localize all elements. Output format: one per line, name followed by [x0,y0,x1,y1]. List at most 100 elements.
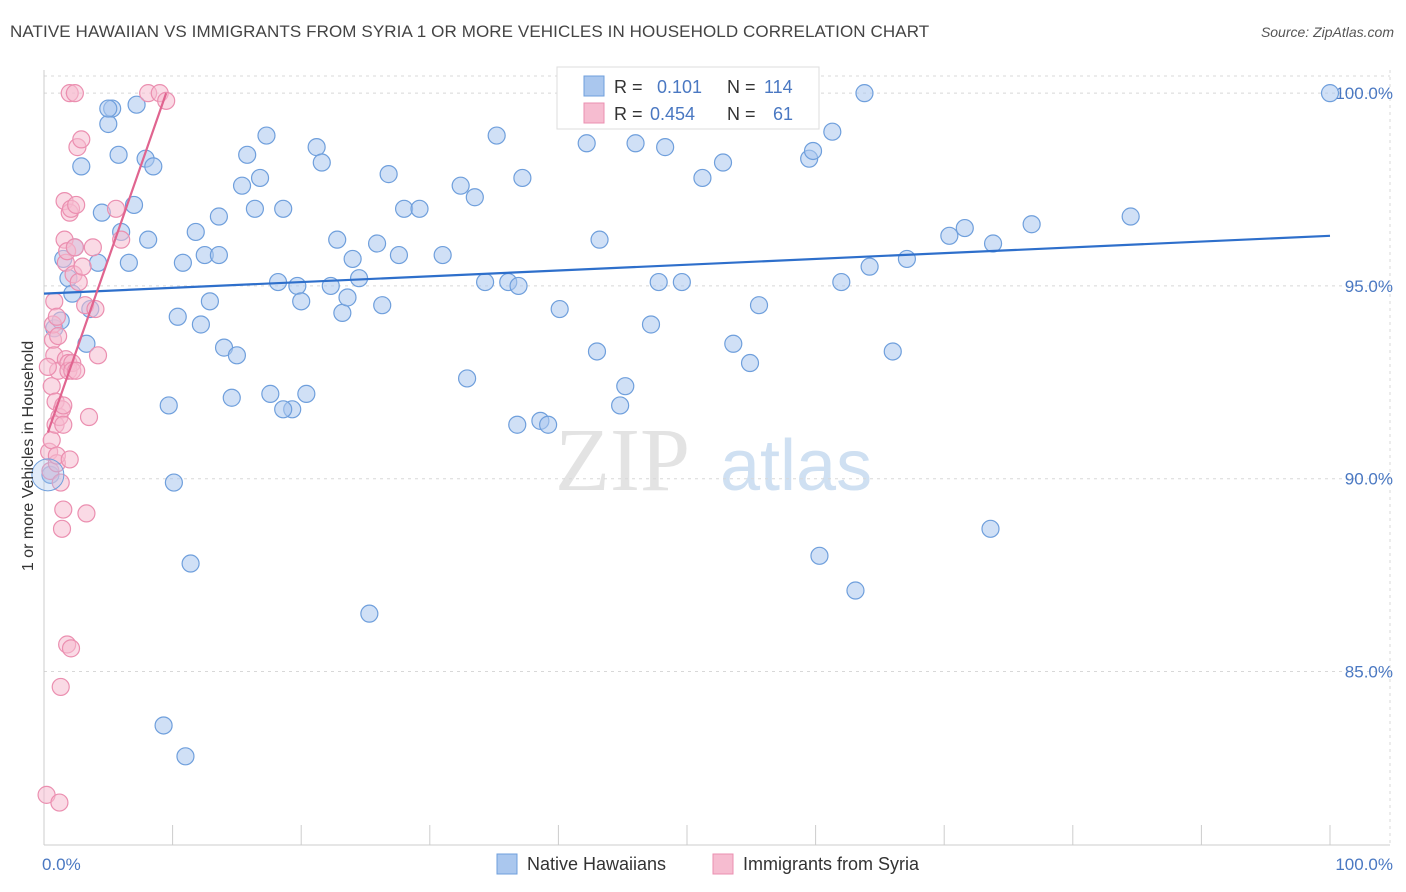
native-hawaiian-point [307,138,326,157]
syria-point [65,238,84,257]
native-hawaiian-trendline [43,234,1331,295]
native-hawaiian-point [823,122,842,141]
trend-lines [43,92,1331,433]
native-hawaiian-point [626,134,645,153]
syria-point [60,450,79,469]
native-hawaiian-point [360,604,379,623]
native-hawaiian-point [154,716,173,735]
watermark-atlas: atlas [720,426,872,506]
legend-r-label-1: R = [614,77,643,97]
syria-trendline [46,92,168,433]
native-hawaiian-point [509,276,528,296]
native-hawaiian-point [590,230,609,249]
syria-point [72,130,91,149]
legend-n-value-1: 114 [764,77,793,97]
syria-point [106,199,126,218]
syria-point [67,195,86,215]
native-hawaiian-point [587,342,607,361]
native-hawaiian-point [250,168,270,188]
native-hawaiian-point [338,288,357,307]
native-hawaiian-point [373,296,392,315]
native-hawaiian-point [539,415,558,434]
native-hawaiian-point [672,272,691,292]
native-hawaiian-point [955,218,974,238]
native-hawaiian-point [846,581,865,600]
native-hawaiian-point [883,342,902,361]
gridlines [44,70,1391,845]
syria-point [79,407,99,427]
chart-title: NATIVE HAWAIIAN VS IMMIGRANTS FROM SYRIA… [10,22,930,41]
native-hawaiian-point [312,153,331,172]
syria-point [88,346,108,365]
native-hawaiian-point [508,415,527,434]
native-hawaiian-point [1022,215,1041,234]
native-hawaiian-point [550,299,569,319]
native-hawaiian-point [168,307,187,326]
native-hawaiian-point [209,207,228,226]
native-hawaiian-point [389,245,409,265]
native-hawaiian-point [810,546,829,565]
native-hawaiian-point [227,346,246,365]
native-hawaiian-point [832,272,851,292]
native-hawaiian-point [940,226,959,245]
native-hawaiian-point [127,95,146,114]
native-hawaiian-point [487,126,506,145]
legend-n-value-2: 61 [773,104,793,124]
x-tick-label-min: 0.0% [42,855,81,874]
native-hawaiian-point [410,199,429,218]
native-hawaiian-point [200,292,219,311]
native-hawaiian-point [713,153,733,172]
native-hawaiian-point [855,84,874,103]
native-hawaiian-point [181,554,200,573]
native-hawaiian-point [72,157,91,176]
native-hawaiian-point [164,473,183,492]
native-hawaiian-point [261,384,280,403]
syria-point [52,519,72,538]
native-hawaiian-point [611,396,630,415]
legend-swatch-blue [583,75,605,97]
native-hawaiian-point [641,315,661,334]
native-hawaiian-point [274,199,293,218]
native-hawaiian-point [257,126,276,145]
native-hawaiian-point [433,245,452,265]
syria-point [54,415,73,434]
legend-r-value-2: 0.454 [650,104,695,124]
native-hawaiian-point [656,138,675,157]
syria-point [61,639,81,658]
native-hawaiian-point [749,296,769,315]
native-hawaiian-point [274,400,293,419]
native-hawaiian-point [394,199,414,218]
native-hawaiian-point [465,188,484,207]
syria-point [73,257,92,276]
native-hawaiian-point [328,230,347,249]
native-hawaiian-point [693,168,712,188]
syria-point [45,292,64,311]
axes: 85.0% 90.0% 95.0% 100.0% [43,70,1393,846]
x-tick-label-max: 100.0% [1335,855,1393,874]
native-hawaiian-point [139,230,158,249]
native-hawaiian-point [577,134,596,153]
bottom-legend-swatch-pink [712,853,734,875]
native-hawaiian-point [159,396,178,415]
native-hawaiian-point [379,165,398,184]
y-tick-label: 85.0% [1345,662,1393,681]
native-hawaiian-point [333,303,352,323]
y-axis-label: 1 or more Vehicles in Household [20,341,37,571]
legend-r-value-1: 0.101 [657,77,702,97]
syria-point [49,326,68,346]
bottom-legend-swatch-blue [496,853,518,875]
syria-point [51,473,70,492]
native-hawaiian-point [99,99,118,118]
legend-n-label-1: N = [727,77,756,97]
syria-point [65,84,84,103]
y-tick-label: 90.0% [1345,470,1393,489]
syria-point [86,299,105,319]
native-hawaiian-point [176,747,195,766]
native-hawaiian-point [860,257,879,276]
legend-n-label-2: N = [727,104,756,124]
native-hawaiian-point [897,249,917,269]
legend-r-label-2: R = [614,104,643,124]
native-hawaiian-point [173,253,192,272]
native-hawaiian-point [292,292,311,311]
syria-point [83,238,102,257]
